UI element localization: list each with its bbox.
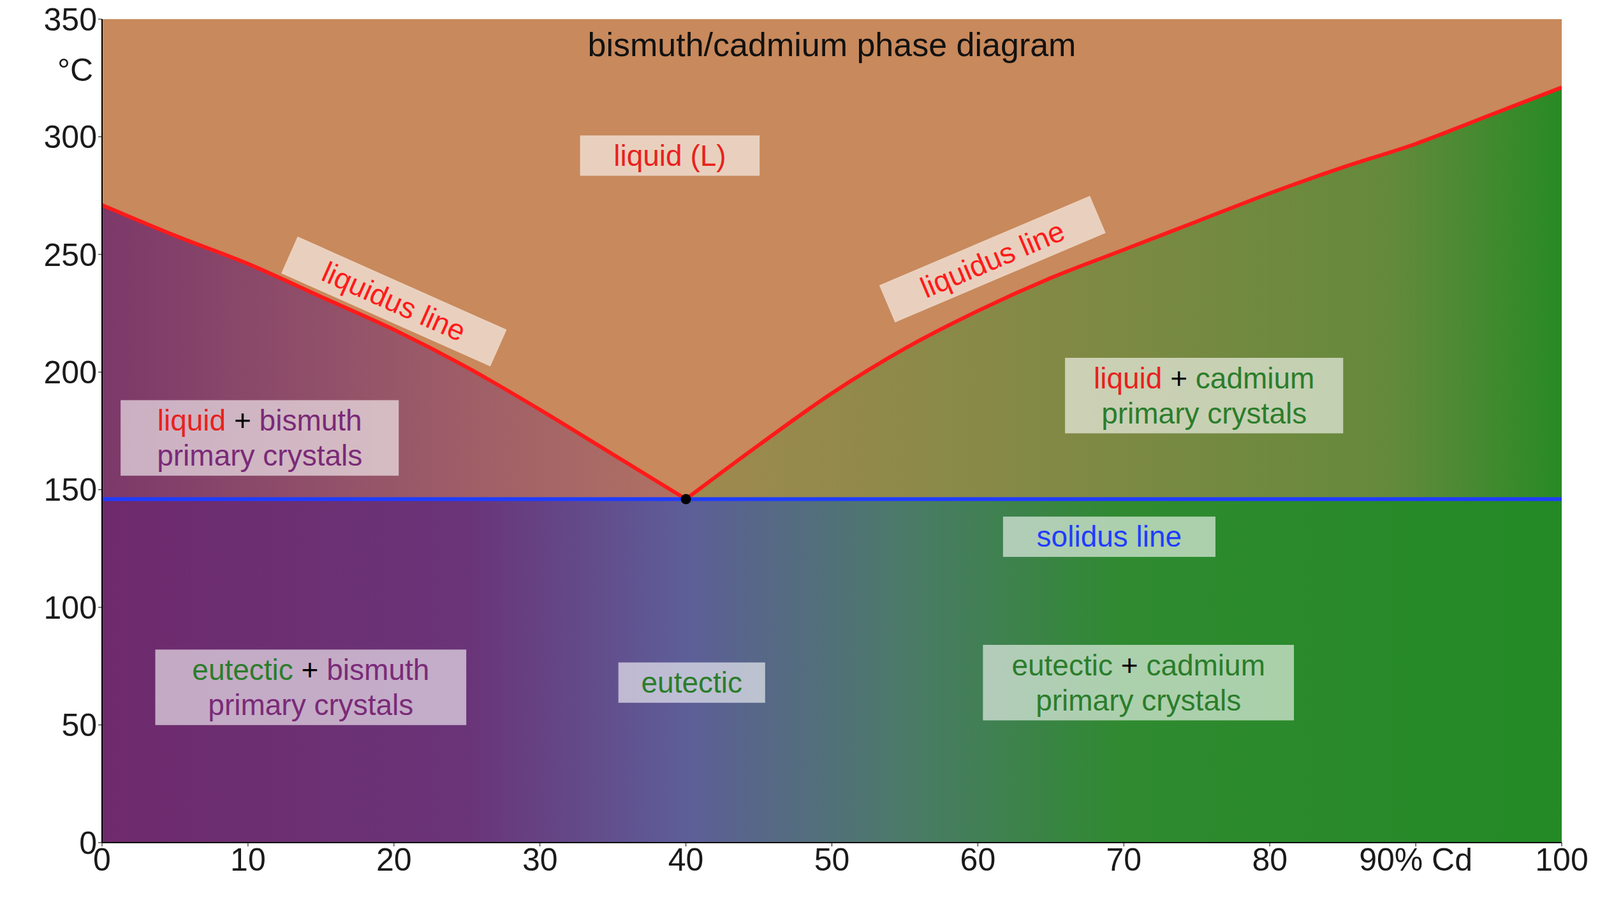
svg-text:60: 60 [960,841,997,878]
svg-text:100: 100 [44,589,97,626]
svg-text:0: 0 [93,841,111,878]
svg-text:liquidus line: liquidus line [915,213,1070,305]
svg-text:°C: °C [57,52,94,89]
svg-text:200: 200 [44,354,97,391]
svg-text:250: 250 [44,237,97,273]
svg-text:150: 150 [44,471,97,508]
svg-text:eutectic + cadmium: eutectic + cadmium [1011,648,1266,682]
svg-text:primary crystals: primary crystals [1101,396,1307,430]
svg-text:300: 300 [44,119,97,155]
svg-text:eutectic: eutectic [640,665,743,699]
svg-text:10: 10 [230,841,266,878]
svg-text:100: 100 [1534,841,1588,878]
svg-text:80: 80 [1251,841,1288,878]
svg-text:350: 350 [44,1,97,38]
svg-text:50: 50 [61,707,97,743]
svg-text:eutectic + bismuth: eutectic + bismuth [191,653,430,687]
svg-text:40: 40 [668,841,705,878]
svg-text:primary crystals: primary crystals [1035,683,1241,717]
svg-text:liquid + cadmium: liquid + cadmium [1093,361,1315,395]
svg-text:0: 0 [79,825,97,861]
svg-text:solidus line: solidus line [1036,519,1183,553]
svg-text:90% Cd: 90% Cd [1358,841,1473,878]
svg-text:liquidus line: liquidus line [316,255,471,348]
svg-text:primary crystals: primary crystals [207,688,414,722]
svg-text:30: 30 [522,841,558,878]
svg-text:70: 70 [1105,841,1142,878]
svg-text:50: 50 [814,841,851,878]
svg-text:primary crystals: primary crystals [156,438,363,472]
svg-text:20: 20 [376,841,412,878]
svg-text:liquid (L): liquid (L) [613,139,726,173]
svg-text:liquid + bismuth: liquid + bismuth [157,403,363,437]
svg-text:bismuth/cadmium phase diagram: bismuth/cadmium phase diagram [587,26,1077,64]
